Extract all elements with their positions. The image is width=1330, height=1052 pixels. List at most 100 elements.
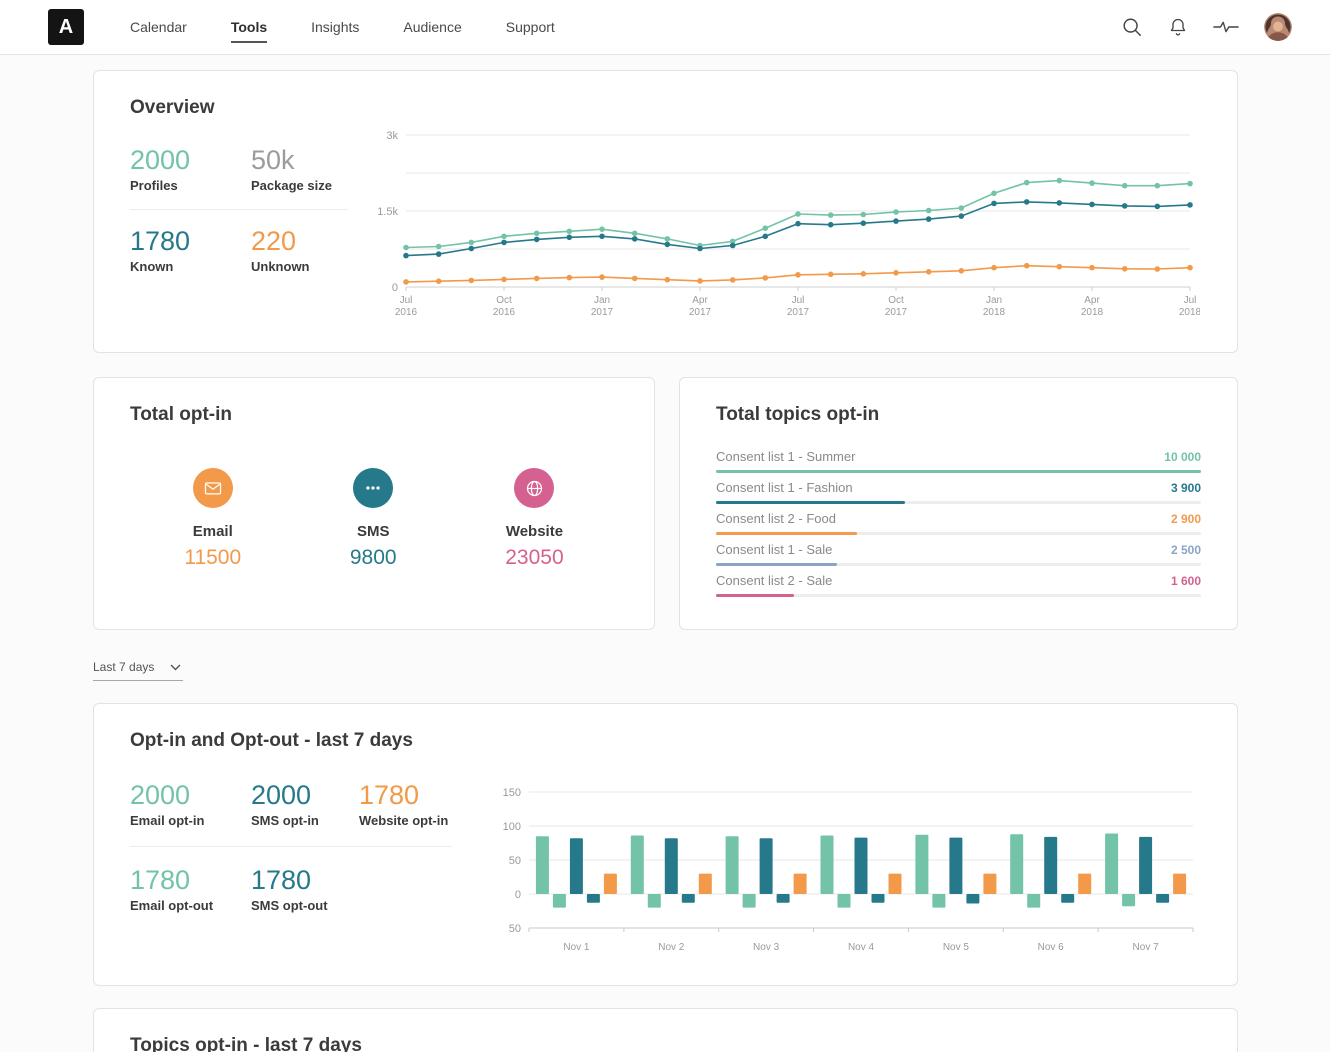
stat-email-opt-in-value: 2000 — [130, 780, 191, 810]
app-logo-letter: A — [58, 15, 74, 38]
channel-email: Email 11500 — [184, 468, 241, 570]
topic-bar — [716, 501, 906, 504]
total-opt-in-card: Total opt-in Email 11500 SMS 9800 — [93, 377, 655, 630]
svg-text:0: 0 — [392, 282, 398, 294]
stat-package-size: 50k Package size — [251, 145, 348, 193]
channel-email-value: 11500 — [184, 546, 242, 569]
svg-text:Jan: Jan — [986, 295, 1002, 306]
topic-label: Consent list 1 - Summer — [716, 449, 856, 464]
svg-text:2018: 2018 — [983, 307, 1006, 318]
topics-optin-card: Topics opt-in - last 7 days — [93, 1008, 1238, 1052]
svg-text:50: 50 — [509, 923, 521, 935]
optin-optout-card: Opt-in and Opt-out - last 7 days 2000 Em… — [93, 703, 1238, 986]
svg-text:Apr: Apr — [1084, 295, 1100, 306]
stat-email-opt-out: 1780 Email opt-out — [130, 865, 251, 913]
stat-unknown-value: 220 — [251, 226, 297, 256]
stat-sms-opt-out: 1780 SMS opt-out — [251, 865, 452, 913]
topics-optin-title: Topics opt-in - last 7 days — [130, 1035, 362, 1052]
stat-sms-opt-out-label: SMS opt-out — [251, 898, 328, 913]
topic-bar-track — [716, 532, 1201, 535]
svg-text:2017: 2017 — [591, 307, 614, 318]
nav-item-calendar[interactable]: Calendar — [130, 18, 187, 35]
overview-card: Overview 2000 Profiles 50k Package size … — [93, 70, 1238, 353]
svg-text:Jul: Jul — [1184, 295, 1197, 306]
svg-text:Jul: Jul — [792, 295, 805, 306]
topic-label: Consent list 1 - Fashion — [716, 480, 853, 495]
nav-item-audience[interactable]: Audience — [403, 18, 462, 35]
svg-text:2016: 2016 — [395, 307, 418, 318]
svg-text:150: 150 — [503, 787, 521, 799]
svg-text:2018: 2018 — [1179, 307, 1200, 318]
stat-known-value: 1780 — [130, 226, 191, 256]
svg-text:2018: 2018 — [1081, 307, 1104, 318]
stat-email-opt-out-label: Email opt-out — [130, 898, 214, 913]
stat-known-label: Known — [130, 259, 174, 274]
navbar-actions — [1121, 13, 1292, 41]
stat-sms-opt-in: 2000 SMS opt-in — [251, 780, 372, 828]
topic-value: 2 900 — [1170, 512, 1201, 526]
total-topics-title: Total topics opt-in — [716, 404, 880, 425]
stat-package-size-value: 50k — [251, 145, 295, 175]
topic-value: 2 500 — [1170, 543, 1201, 557]
stat-profiles-value: 2000 — [130, 145, 191, 175]
topic-value: 10 000 — [1164, 450, 1201, 464]
total-opt-in-title: Total opt-in — [130, 404, 233, 425]
profiles-line-chart: 0 1.5k 3k Jul 2016 Oct 2016 Jan 2017 Apr 2017 Jul 20… — [348, 123, 1201, 328]
topic-row-sale-2: Consent list 2 - Sale 1 600 — [716, 566, 1201, 597]
topic-bar — [716, 532, 857, 535]
stat-unknown: 220 Unknown — [251, 226, 348, 274]
stat-known: 1780 Known — [130, 226, 251, 274]
app-logo[interactable]: A — [48, 9, 84, 45]
topic-bar — [716, 594, 794, 597]
topic-bar — [716, 563, 838, 566]
stat-email-opt-in-label: Email opt-in — [130, 813, 205, 828]
optin-optout-stats: 2000 Email opt-in 2000 SMS opt-in 1780 W… — [130, 780, 452, 958]
svg-text:Apr: Apr — [692, 295, 708, 306]
svg-text:Oct: Oct — [888, 295, 904, 306]
channel-email-label: Email — [192, 523, 233, 540]
svg-text:2017: 2017 — [787, 307, 810, 318]
activity-icon[interactable] — [1213, 19, 1239, 35]
search-icon[interactable] — [1121, 16, 1143, 38]
nav-item-tools[interactable]: Tools — [230, 12, 268, 43]
bell-icon[interactable] — [1168, 16, 1188, 38]
email-icon — [192, 468, 233, 508]
topic-bar — [716, 470, 1201, 473]
topic-row-sale-1: Consent list 1 - Sale 2 500 — [716, 535, 1201, 566]
svg-text:Oct: Oct — [496, 295, 512, 306]
overview-stats: 2000 Profiles 50k Package size 1780 Know… — [130, 123, 348, 328]
channel-sms-value: 9800 — [349, 546, 397, 569]
topic-bar-track — [716, 594, 1201, 597]
svg-text:1.5k: 1.5k — [377, 206, 398, 218]
nav-item-support[interactable]: Support — [505, 18, 555, 35]
overview-title: Overview — [130, 97, 215, 118]
svg-text:2016: 2016 — [493, 307, 516, 318]
stat-unknown-label: Unknown — [251, 259, 310, 274]
svg-text:Nov 5: Nov 5 — [943, 942, 970, 953]
optin-optout-bar-chart: 150 100 50 0 50 Nov 1 Nov 2 Nov 3 Nov 4 Nov 5 Nov … — [476, 780, 1201, 958]
avatar[interactable] — [1264, 13, 1292, 41]
stat-profiles-label: Profiles — [130, 178, 178, 193]
nav-item-insights[interactable]: Insights — [311, 18, 360, 35]
channel-sms-label: SMS — [356, 523, 390, 540]
svg-text:Nov 2: Nov 2 — [658, 942, 685, 953]
svg-text:2017: 2017 — [885, 307, 908, 318]
website-icon — [514, 468, 555, 508]
topic-rows: Consent list 1 - Summer 10 000 Consent l… — [716, 442, 1201, 597]
stat-website-opt-in-label: Website opt-in — [359, 813, 449, 828]
top-navbar: A Calendar Tools Insights Audience Suppo… — [0, 0, 1330, 55]
stat-email-opt-out-value: 1780 — [130, 865, 191, 895]
topic-label: Consent list 1 - Sale — [716, 542, 833, 557]
topic-value: 1 600 — [1170, 574, 1201, 588]
stat-package-size-label: Package size — [251, 178, 332, 193]
sms-icon — [353, 468, 394, 508]
period-filter-dropdown[interactable]: Last 7 days — [93, 660, 184, 681]
channel-website: Website 23050 — [505, 468, 564, 570]
topic-label: Consent list 2 - Sale — [716, 573, 833, 588]
svg-text:Nov 7: Nov 7 — [1133, 942, 1160, 953]
stat-sms-opt-in-value: 2000 — [251, 780, 312, 810]
period-filter-label: Last 7 days — [93, 660, 155, 674]
stat-email-opt-in: 2000 Email opt-in — [130, 780, 251, 828]
stat-website-opt-in-value: 1780 — [359, 780, 420, 810]
svg-text:Nov 4: Nov 4 — [848, 942, 875, 953]
